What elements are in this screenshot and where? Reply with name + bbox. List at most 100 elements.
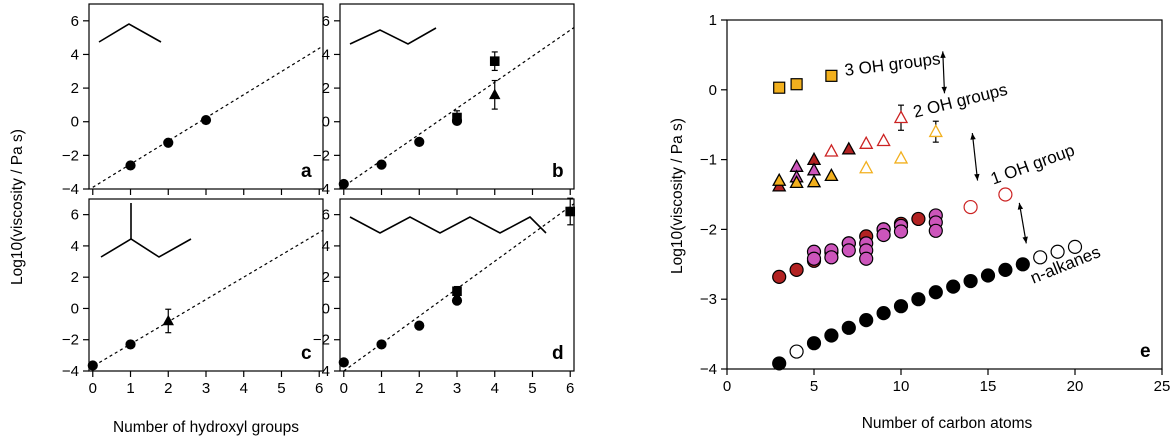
series xyxy=(489,79,501,110)
data-point-triangle xyxy=(893,150,909,164)
y-tick-label: 0 xyxy=(709,82,717,99)
double-arrow xyxy=(1018,202,1027,244)
x-tick-label: 15 xyxy=(980,378,997,395)
data-point-circle xyxy=(1033,250,1048,265)
series xyxy=(772,167,839,189)
right-y-axis-label: Log10(viscosity / Pa s) xyxy=(669,118,686,274)
y-tick-label: −3 xyxy=(700,291,717,308)
data-point-circle xyxy=(841,320,856,335)
panel-a: −4 −2 0 2 4 6 a xyxy=(62,3,324,198)
data-point-triangle xyxy=(824,167,839,182)
y-tick-label: −2 xyxy=(700,221,717,238)
x-tick-label: 3 xyxy=(453,380,461,397)
data-point-circle xyxy=(451,295,463,306)
data-point-circle xyxy=(928,285,943,300)
x-tick-label: 1 xyxy=(377,380,385,397)
data-point-circle xyxy=(338,178,349,190)
y-tick-label: −2 xyxy=(313,147,330,164)
data-point-triangle xyxy=(806,162,822,176)
data-point-triangle xyxy=(859,160,874,174)
x-tick-label: 2 xyxy=(164,380,172,397)
y-tick-label: 2 xyxy=(322,269,330,286)
y-tick-label: −4 xyxy=(700,361,717,378)
arrow-head xyxy=(1017,202,1024,210)
group-annotation: 3 OH groups xyxy=(843,49,941,80)
data-point-triangle xyxy=(789,174,804,189)
y-tick-label: 6 xyxy=(71,207,79,224)
data-point-circle xyxy=(876,227,891,243)
data-point-circle xyxy=(893,224,909,239)
series xyxy=(773,69,838,94)
molecule-skeleton xyxy=(98,23,162,43)
y-tick-label: 0 xyxy=(322,300,330,317)
y-tick-label: −2 xyxy=(62,147,79,164)
x-tick-label: 3 xyxy=(202,380,210,397)
series xyxy=(452,51,500,125)
data-point-circle xyxy=(876,306,891,321)
y-tick-label: −2 xyxy=(62,332,79,349)
data-point-circle xyxy=(859,251,874,266)
data-point-triangle xyxy=(841,141,856,155)
y-tick-label: −4 xyxy=(313,363,330,380)
data-point-circle xyxy=(125,339,136,350)
panel-letter: d xyxy=(552,343,564,364)
data-point-square xyxy=(489,56,500,66)
data-point-circle xyxy=(928,223,943,238)
data-point-circle xyxy=(772,269,787,284)
series xyxy=(452,197,576,297)
y-tick-label: 4 xyxy=(322,238,330,255)
x-tick-label: 5 xyxy=(277,380,285,397)
data-point-square xyxy=(825,69,838,82)
x-tick-label: 6 xyxy=(566,380,574,397)
data-point-circle xyxy=(841,243,856,258)
y-tick-label: −4 xyxy=(62,363,79,380)
data-point-circle xyxy=(163,137,174,148)
data-point-circle xyxy=(806,336,822,351)
y-tick-label: −2 xyxy=(313,332,330,349)
x-tick-label: 0 xyxy=(340,380,348,397)
y-tick-label: −1 xyxy=(700,152,717,169)
molecule-skeleton xyxy=(349,27,437,45)
left-y-axis-label: Log10(viscosity / Pa s) xyxy=(9,129,26,285)
x-tick-label: 0 xyxy=(89,380,97,397)
y-tick-label: 1 xyxy=(709,12,717,29)
y-tick-label: 0 xyxy=(71,114,79,131)
fit-line xyxy=(339,27,575,190)
arrow-head xyxy=(1022,236,1028,244)
series xyxy=(125,114,212,171)
data-point-circle xyxy=(859,313,874,328)
data-point-circle xyxy=(911,292,926,307)
right-x-axis-label: Number of carbon atoms xyxy=(862,415,1033,432)
y-tick-label: 4 xyxy=(71,238,79,255)
x-tick-label: 4 xyxy=(491,380,499,397)
arrow-head xyxy=(974,173,980,181)
data-point-circle xyxy=(414,320,425,331)
x-tick-label: 0 xyxy=(723,378,731,395)
fit-line xyxy=(88,229,324,370)
data-point-circle xyxy=(911,211,926,227)
x-tick-label: 1 xyxy=(126,380,134,397)
series xyxy=(859,120,943,174)
series xyxy=(338,295,463,368)
y-tick-label: 6 xyxy=(322,13,330,30)
data-point-circle xyxy=(789,262,804,277)
data-point-triangle xyxy=(893,110,909,124)
y-tick-label: 2 xyxy=(71,80,79,97)
data-point-triangle xyxy=(806,174,822,188)
data-point-circle xyxy=(200,114,212,126)
series xyxy=(963,187,1013,215)
data-point-circle xyxy=(980,268,996,283)
data-point-circle xyxy=(998,262,1013,277)
panel-letter: c xyxy=(301,343,312,364)
series xyxy=(162,308,174,334)
y-tick-label: 6 xyxy=(322,207,330,224)
data-point-circle xyxy=(893,299,909,314)
x-tick-label: 5 xyxy=(528,380,536,397)
data-point-circle xyxy=(87,360,98,371)
data-point-circle xyxy=(1067,239,1083,254)
arrow-head xyxy=(970,133,976,140)
data-point-triangle xyxy=(859,135,874,149)
